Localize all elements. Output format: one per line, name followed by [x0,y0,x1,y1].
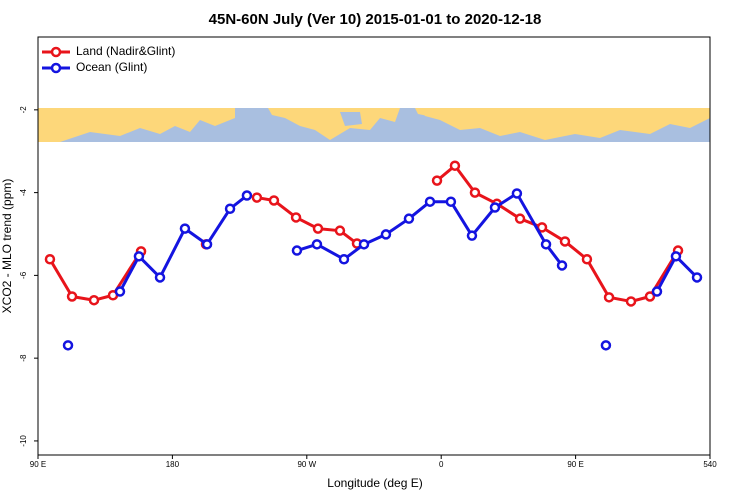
map-band [38,108,710,142]
point [431,175,443,186]
point [311,239,323,250]
point [403,213,415,224]
point [251,192,263,203]
point [644,291,656,302]
point [44,253,56,265]
x-tick-label: 180 [166,460,180,469]
point [489,202,501,213]
point [179,223,191,234]
point [358,239,370,250]
chart-title: 45N-60N July (Ver 10) 2015-01-01 to 2020… [209,11,542,28]
point [154,272,166,283]
legend-label: Land (Nadir&Glint) [76,44,175,58]
point [88,294,100,306]
map-land [415,108,430,116]
point [224,203,236,215]
point [290,212,302,223]
point [540,239,552,250]
point [268,195,280,206]
point [380,229,392,240]
map-land [420,108,710,140]
legend-label: Ocean (Glint) [76,60,147,74]
map-land [268,108,400,140]
point [469,187,481,198]
y-tick-label: -2 [19,106,28,114]
point [338,253,350,265]
point [445,196,457,207]
y-tick-label: -6 [19,271,28,279]
point [62,340,74,351]
point [466,230,478,241]
point [449,160,461,171]
point [133,251,145,262]
point [312,223,324,234]
point [334,225,346,236]
point [603,292,615,303]
y-axis-label: XCO2 - MLO trend (ppm) [0,179,14,314]
legend-marker [50,46,62,58]
point [201,239,213,250]
point [424,196,436,207]
map-land [38,108,235,142]
point [514,213,526,224]
x-tick-label: 90 E [567,460,583,469]
y-tick-label: -8 [19,354,28,362]
point [651,286,663,297]
point [691,272,703,283]
point [625,296,637,307]
point [670,251,682,262]
point [291,245,303,256]
x-tick-label: 90 E [30,460,46,469]
point [511,188,523,199]
legend-marker [50,62,62,74]
plot-frame [37,36,711,456]
x-axis-label: Longitude (deg E) [327,476,422,490]
point [241,190,253,201]
map-water [340,112,362,126]
y-tick-label: -10 [19,435,28,447]
point [66,291,78,302]
y-tick-label: -4 [19,189,28,197]
point [600,340,612,351]
x-tick-label: 540 [703,460,717,469]
point [581,253,593,265]
point [559,236,571,247]
x-tick-label: 90 W [297,460,316,469]
point [114,286,126,297]
x-tick-label: 0 [439,460,444,469]
point [556,260,568,271]
